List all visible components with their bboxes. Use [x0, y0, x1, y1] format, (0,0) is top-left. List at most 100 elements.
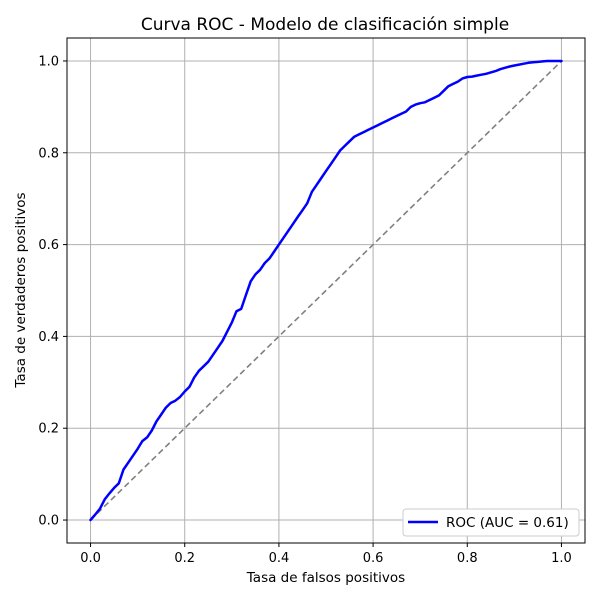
roc-point	[532, 61, 535, 64]
roc-point	[457, 80, 459, 83]
roc-point	[146, 436, 149, 439]
roc-point	[405, 110, 407, 113]
y-tick-label: 0.0	[38, 514, 59, 529]
roc-point	[122, 468, 125, 471]
legend-box	[402, 508, 580, 537]
roc-point	[447, 85, 450, 88]
roc-point	[546, 60, 549, 62]
roc-point	[391, 117, 393, 120]
roc-point	[499, 68, 502, 71]
roc-point	[198, 369, 200, 372]
roc-point	[409, 106, 412, 108]
roc-point	[108, 492, 111, 495]
roc-point	[287, 229, 290, 232]
roc-point	[466, 76, 469, 78]
roc-point	[183, 390, 186, 393]
roc-point	[372, 126, 374, 129]
roc-point	[527, 61, 530, 64]
y-axis-label: Tasa de verdaderos positivos	[13, 192, 29, 388]
roc-point	[89, 519, 92, 521]
x-tick-label: 0.2	[174, 551, 195, 566]
random-classifier-line	[89, 60, 563, 521]
roc-point	[117, 482, 120, 485]
roc-point	[292, 223, 294, 225]
roc-point	[311, 190, 313, 193]
roc-point	[150, 429, 153, 432]
y-tick-label: 1.0	[38, 54, 59, 69]
roc-point	[522, 62, 525, 65]
roc-point	[127, 461, 130, 464]
roc-point	[296, 216, 299, 218]
roc-point	[438, 94, 440, 97]
roc-point	[348, 140, 351, 143]
roc-point	[428, 99, 431, 101]
roc-point	[240, 308, 243, 310]
x-tick-label: 0.6	[363, 551, 384, 566]
roc-point	[278, 243, 280, 246]
roc-point	[174, 399, 177, 402]
roc-point	[518, 63, 520, 66]
roc-point	[555, 60, 558, 62]
roc-point	[103, 498, 106, 501]
x-tick-label: 1.0	[551, 551, 572, 566]
y-tick-label: 0.8	[38, 146, 59, 161]
y-tick-label: 0.2	[38, 422, 59, 437]
roc-point	[442, 89, 445, 92]
roc-point	[207, 360, 210, 363]
roc-point	[132, 454, 134, 457]
roc-point	[273, 250, 276, 253]
roc-point	[419, 102, 422, 105]
roc-point	[282, 236, 285, 239]
roc-point	[494, 70, 497, 72]
roc-point	[489, 71, 492, 74]
chart-title: Curva ROC - Modelo de clasificación simp…	[141, 15, 509, 35]
roc-point	[99, 507, 101, 510]
x-tick-label: 0.4	[269, 551, 290, 566]
roc-point	[226, 330, 229, 333]
roc-point	[452, 83, 454, 85]
roc-point	[560, 60, 563, 62]
y-tick-label: 0.6	[38, 238, 59, 253]
roc-point	[301, 209, 304, 212]
roc-point	[376, 124, 379, 127]
roc-point	[414, 103, 417, 106]
roc-point	[188, 386, 191, 388]
roc-point	[249, 280, 252, 283]
roc-point	[202, 365, 205, 368]
roc-point	[263, 262, 266, 264]
roc-point	[485, 72, 487, 75]
roc-point	[381, 122, 384, 124]
roc-point	[325, 170, 327, 173]
series-layer	[89, 59, 563, 522]
roc-point	[480, 73, 483, 76]
roc-point	[113, 487, 115, 489]
x-axis-label: Tasa de falsos positivos	[246, 570, 405, 586]
roc-point	[334, 156, 337, 159]
plot-frame	[66, 37, 586, 544]
ticks-layer: 0.0 0.2 0.4 0.6 0.8 1.0 0.0 0.2 0.4 0.6 0.8 1.0	[38, 54, 571, 566]
roc-point	[424, 101, 426, 104]
roc-point	[212, 353, 214, 356]
roc-point	[343, 145, 346, 147]
roc-point	[306, 202, 309, 205]
roc-point	[230, 321, 233, 324]
roc-point	[235, 310, 238, 313]
y-tick-label: 0.4	[38, 330, 59, 345]
roc-point	[475, 74, 478, 77]
x-tick-label: 0.0	[80, 551, 101, 566]
roc-point	[358, 133, 360, 136]
roc-point	[169, 402, 172, 404]
roc-point	[461, 77, 464, 80]
roc-point	[386, 119, 389, 122]
roc-point	[395, 115, 398, 117]
roc-point	[353, 135, 356, 138]
roc-point	[165, 406, 167, 409]
roc-point	[179, 396, 181, 398]
roc-point	[471, 75, 473, 78]
roc-point	[433, 96, 436, 99]
roc-point	[329, 163, 332, 166]
roc-point	[339, 149, 341, 152]
roc-point	[254, 273, 257, 276]
roc-point	[537, 61, 539, 63]
roc-point	[136, 448, 139, 450]
